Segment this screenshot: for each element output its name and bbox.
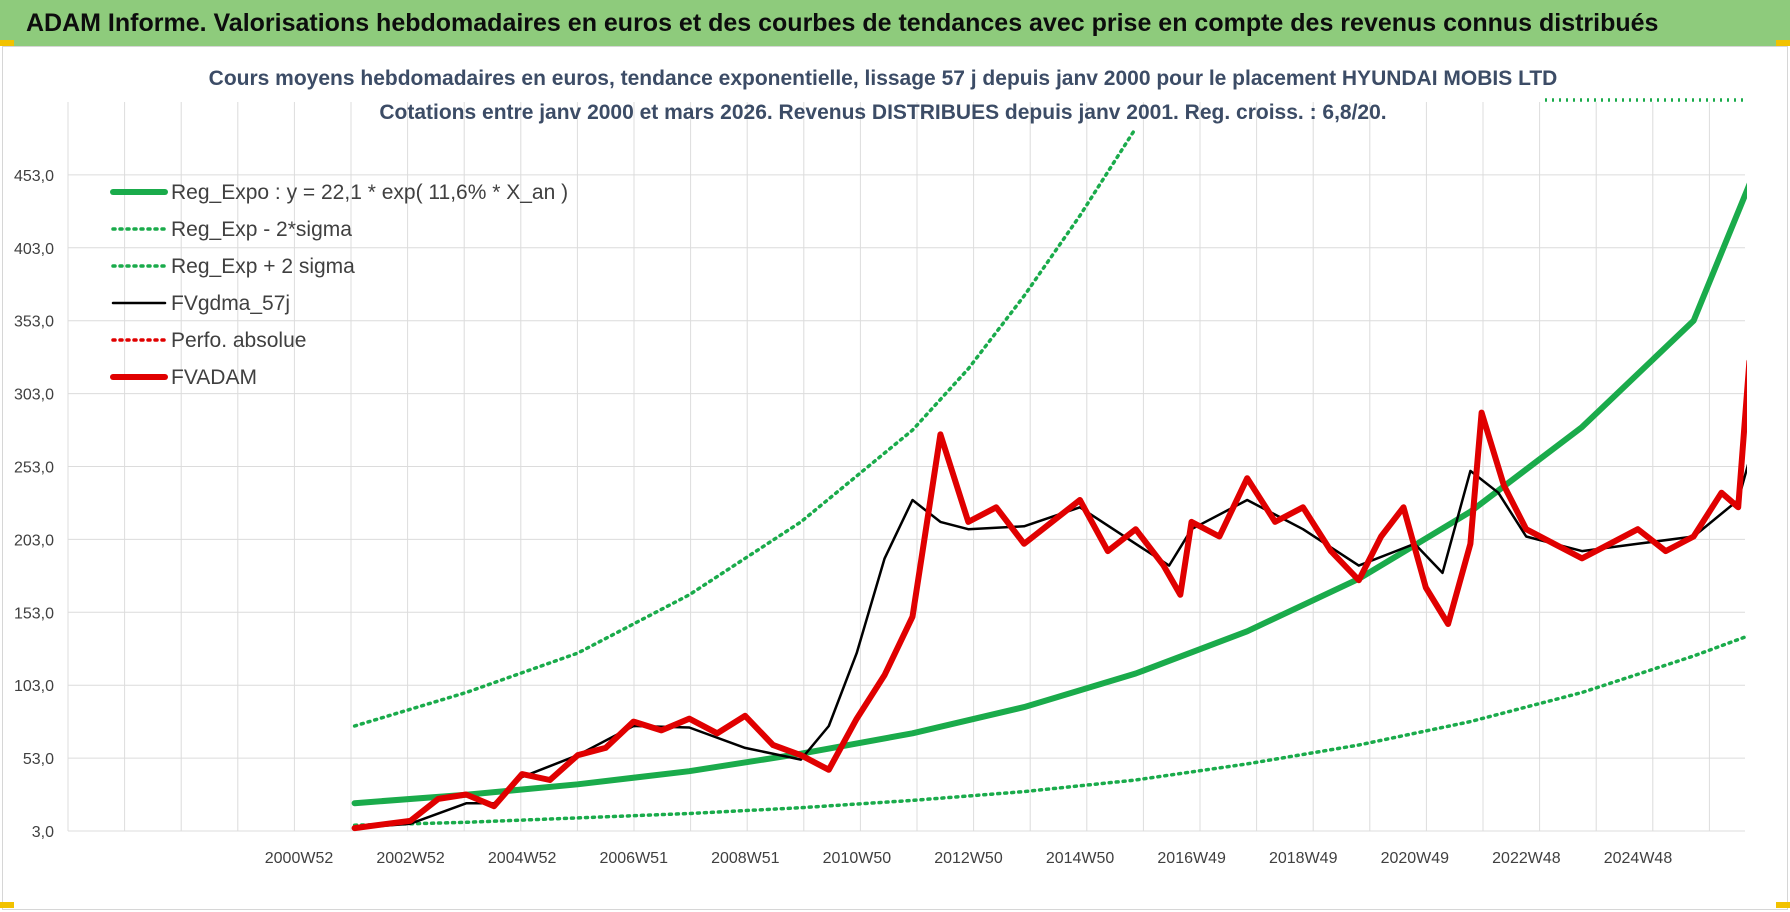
corner-marker-bottom-right <box>1776 902 1790 908</box>
line-chart: 3,0 53,0 103,0 153,0 203,0 253,0 303,0 353,0 403… <box>14 67 1747 867</box>
series-line-4 <box>351 359 1747 832</box>
y-tick-label: 53,0 <box>23 751 54 768</box>
legend-label: Reg_Expo : y = 22,1 * exp( 11,6% * X_an … <box>171 181 568 204</box>
x-tick-label: 2020W49 <box>1381 850 1450 867</box>
y-tick-label: 203,0 <box>14 532 54 549</box>
grid-layer <box>67 102 1745 832</box>
legend-label: FVADAM <box>171 366 257 389</box>
series-line-0 <box>351 182 1747 807</box>
y-tick-label: 153,0 <box>14 605 54 622</box>
y-tick-label: 403,0 <box>14 241 54 258</box>
series-line-2 <box>352 126 1138 728</box>
chart-frame: 3,0 53,0 103,0 153,0 203,0 253,0 303,0 353,0 403… <box>2 46 1788 910</box>
y-tick-label: 3,0 <box>32 824 54 841</box>
legend-label: Reg_Exp - 2*sigma <box>171 218 352 241</box>
x-tick-label: 2004W52 <box>488 850 557 867</box>
corner-marker-bottom-left <box>0 902 14 908</box>
x-tick-label: 2002W52 <box>376 850 445 867</box>
axis-layer: 3,0 53,0 103,0 153,0 203,0 253,0 303,0 353,0 403… <box>14 168 1672 867</box>
x-tick-label: 2022W48 <box>1492 850 1561 867</box>
y-tick-label: 303,0 <box>14 387 54 404</box>
x-tick-label: 2006W51 <box>599 850 668 867</box>
x-tick-label: 2014W50 <box>1046 850 1115 867</box>
x-tick-label: 2024W48 <box>1604 850 1673 867</box>
x-tick-label: 2016W49 <box>1157 850 1226 867</box>
x-tick-label: 2010W50 <box>823 850 892 867</box>
legend: Reg_Expo : y = 22,1 * exp( 11,6% * X_an … <box>110 181 568 389</box>
legend-label: Reg_Exp + 2 sigma <box>171 255 355 278</box>
y-tick-label: 103,0 <box>14 678 54 695</box>
series-line-1 <box>352 634 1747 827</box>
series-line-3 <box>353 463 1747 830</box>
report-banner: ADAM Informe. Valorisations hebdomadaire… <box>0 0 1790 46</box>
y-tick-label: 353,0 <box>14 314 54 331</box>
x-tick-label: 2000W52 <box>265 850 334 867</box>
y-tick-label: 453,0 <box>14 168 54 185</box>
x-tick-label: 2018W49 <box>1269 850 1338 867</box>
corner-marker-top-right <box>1776 40 1790 46</box>
chart-title: Cours moyens hebdomadaires en euros, ten… <box>209 67 1558 90</box>
x-tick-label: 2008W51 <box>711 850 780 867</box>
legend-label: FVgdma_57j <box>171 292 290 315</box>
y-tick-label: 253,0 <box>14 460 54 477</box>
chart-subtitle: Cotations entre janv 2000 et mars 2026. … <box>379 101 1386 124</box>
x-tick-label: 2012W50 <box>934 850 1003 867</box>
legend-label: Perfo. absolue <box>171 329 306 352</box>
corner-marker-top-left <box>0 40 14 46</box>
series-layer <box>351 98 1747 832</box>
